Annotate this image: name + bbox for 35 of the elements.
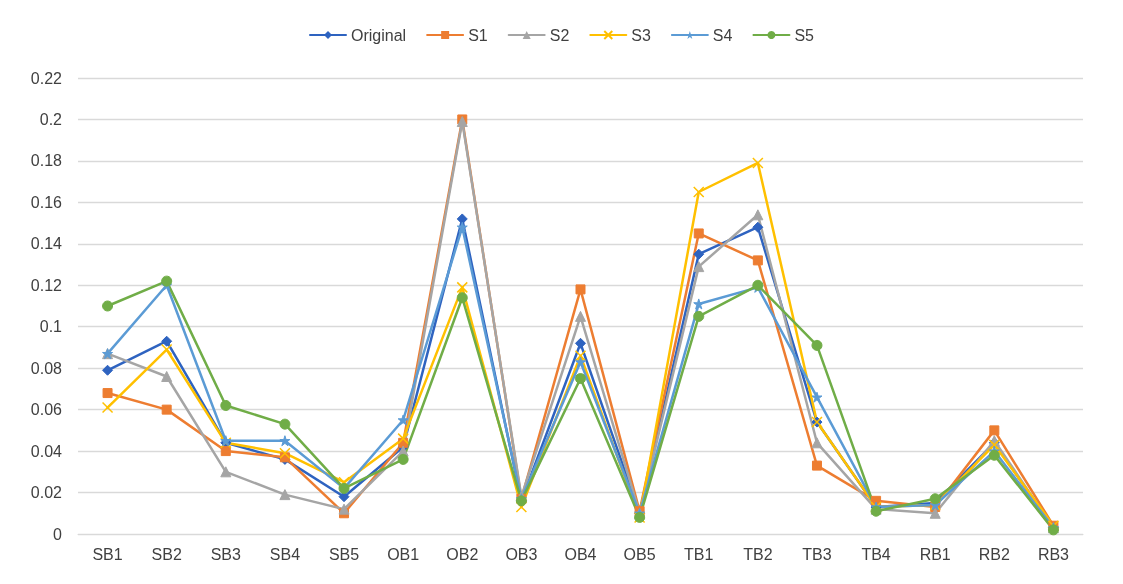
x-tick-label: RB2 bbox=[978, 545, 1010, 563]
x-tick-label: OB1 bbox=[387, 545, 420, 563]
x-tick-label: TB2 bbox=[743, 545, 773, 563]
y-tick-label: 0.14 bbox=[30, 235, 63, 253]
x-tick-label: OB3 bbox=[505, 545, 538, 563]
y-tick-label: 0.22 bbox=[30, 69, 63, 87]
x-tick-label: OB4 bbox=[564, 545, 597, 563]
x-tick-label: SB4 bbox=[269, 545, 301, 563]
y-tick-label: 0.12 bbox=[30, 276, 63, 294]
x-tick-label: TB3 bbox=[802, 545, 832, 563]
y-tick-label: 0.2 bbox=[39, 110, 63, 128]
legend-label: S1 bbox=[468, 26, 488, 44]
legend-label: S2 bbox=[549, 26, 570, 44]
x-tick-label: RB1 bbox=[919, 545, 951, 563]
x-tick-label: SB2 bbox=[151, 545, 182, 563]
y-tick-label: 0.18 bbox=[30, 152, 63, 170]
x-tick-label: OB2 bbox=[446, 545, 479, 563]
x-tick-label: SB5 bbox=[328, 545, 360, 563]
y-tick-label: 0.08 bbox=[30, 359, 63, 377]
x-tick-label: SB1 bbox=[92, 545, 123, 563]
x-tick-label: TB4 bbox=[861, 545, 891, 563]
y-tick-label: 0.06 bbox=[30, 401, 63, 419]
legend-label: Original bbox=[351, 26, 407, 44]
y-tick-label: 0 bbox=[53, 525, 63, 543]
y-tick-label: 0.16 bbox=[30, 193, 63, 211]
y-tick-label: 0.02 bbox=[30, 484, 63, 502]
x-tick-label: TB1 bbox=[684, 545, 714, 563]
x-tick-label: SB3 bbox=[210, 545, 242, 563]
legend-label: S3 bbox=[631, 26, 651, 44]
y-tick-label: 0.04 bbox=[30, 442, 63, 460]
legend-label: S4 bbox=[712, 26, 733, 44]
legend-label: S5 bbox=[794, 26, 815, 44]
x-tick-label: OB5 bbox=[623, 545, 656, 563]
x-tick-label: RB3 bbox=[1037, 545, 1070, 563]
y-tick-label: 0.1 bbox=[39, 318, 63, 336]
